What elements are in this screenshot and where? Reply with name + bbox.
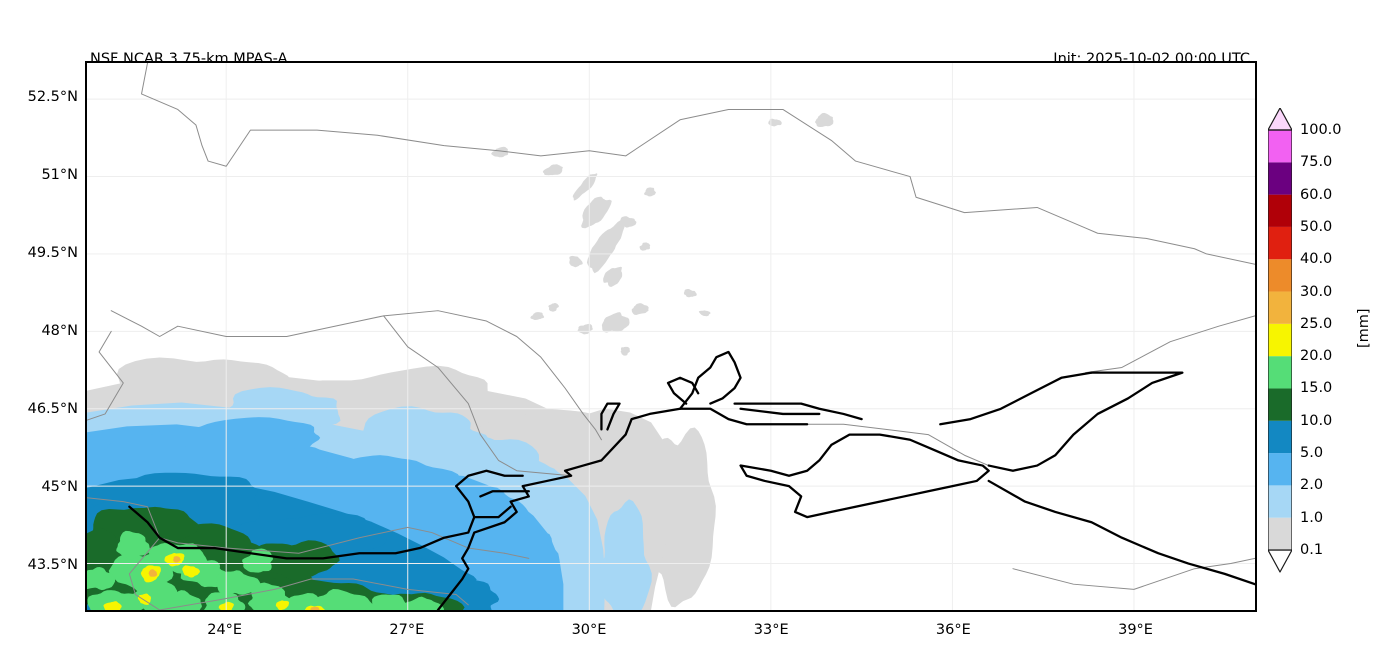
colorbar-tick-label: 40.0 [1300, 251, 1333, 268]
colorbar[interactable] [1268, 108, 1292, 576]
lat-tick-label: 52.5°N [27, 89, 78, 106]
lat-tick-label: 51°N [41, 167, 78, 184]
lon-tick-label: 30°E [571, 622, 607, 638]
lon-tick-label: 36°E [935, 622, 971, 638]
colorbar-tick-label: 10.0 [1300, 412, 1333, 429]
colorbar-tick-label: 5.0 [1300, 445, 1324, 462]
colorbar-tick-label: 1.0 [1300, 509, 1324, 526]
map-gridlines [87, 63, 1255, 610]
lat-tick-label: 46.5°N [27, 401, 78, 418]
lon-tick-label: 27°E [389, 622, 425, 638]
precipitation-map [87, 63, 1255, 610]
colorbar-tick-label: 75.0 [1300, 154, 1333, 171]
country-borders [87, 63, 1255, 610]
colorbar-tick-label: 100.0 [1300, 122, 1342, 138]
colorbar-tick-label: 30.0 [1300, 283, 1333, 300]
lat-tick-label: 45°N [41, 479, 78, 496]
colorbar-tick-label: 20.0 [1300, 348, 1333, 365]
lat-tick-label: 48°N [41, 323, 78, 340]
colorbar-tick-label: 60.0 [1300, 186, 1333, 203]
colorbar-tick-label: 0.1 [1300, 542, 1324, 558]
lon-tick-label: 33°E [753, 622, 789, 638]
lat-tick-label: 43.5°N [27, 557, 78, 574]
lon-tick-label: 24°E [207, 622, 243, 638]
colorbar-unit-label: [mm] [1356, 308, 1372, 348]
colorbar-tick-label: 2.0 [1300, 477, 1324, 494]
colorbar-tick-label: 50.0 [1300, 218, 1333, 235]
colorbar-tick-label: 25.0 [1300, 315, 1333, 332]
colorbar-gradient [1268, 108, 1292, 573]
coastlines [128, 350, 1255, 610]
map-plot-area[interactable] [85, 61, 1257, 612]
colorbar-tick-label: 15.0 [1300, 380, 1333, 397]
lon-tick-label: 39°E [1118, 622, 1153, 638]
lat-tick-label: 49.5°N [27, 245, 78, 262]
